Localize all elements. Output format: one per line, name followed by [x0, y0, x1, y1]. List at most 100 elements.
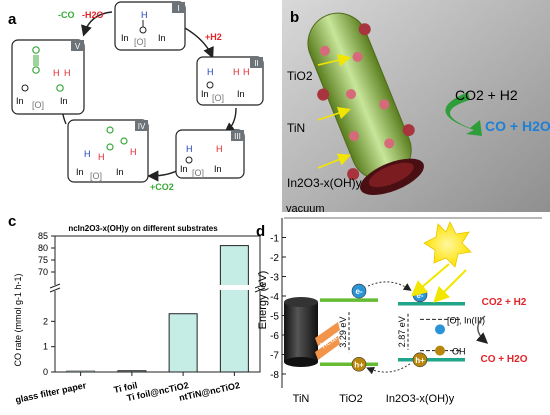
atom-label: In	[60, 96, 68, 106]
atom-label: H	[130, 147, 137, 157]
panel-a: a I H In [O] In II H H H	[8, 1, 264, 192]
trapped-hole	[435, 345, 445, 356]
d-reaction-arrow	[475, 315, 489, 344]
vacuum-label: vacuum	[286, 203, 325, 215]
step-label-4: IV	[138, 122, 146, 131]
electron-transfer-arrow	[367, 281, 412, 291]
atom-label: H	[84, 149, 91, 159]
bar	[168, 313, 198, 373]
reaction-products: CO + H2O	[485, 118, 550, 134]
atom-label: H	[233, 67, 240, 77]
x-tick-label: Ti foil	[113, 380, 138, 395]
atom-vac: [O]	[134, 37, 146, 47]
step-box-1: I H In [O] In	[114, 1, 186, 51]
in2o3-gap-label: 2.87 eV	[397, 316, 407, 347]
atom-label: In	[180, 164, 188, 174]
energy-tick-label: -4	[270, 292, 279, 303]
reagent-plus-h2: +H2	[205, 32, 222, 42]
panel-c: c ncIn2O3-x(OH)y on different substrates…	[8, 213, 266, 405]
atom-label: In	[16, 96, 24, 106]
axis-break-mark	[254, 287, 266, 293]
step-label-5: V	[75, 42, 81, 51]
panel-d: d vacuum Energy (eV) -1 -2 -3 -4 -5 -6 -7 -8 3.2…	[256, 203, 542, 405]
plot-frame	[54, 235, 261, 373]
step-box-2: II H H H In [O] In	[196, 56, 264, 106]
atom-label: [O]	[32, 100, 44, 110]
y-tick-label: 85	[38, 231, 48, 241]
tin-cylinder	[284, 297, 318, 367]
atom-label: H	[98, 152, 105, 162]
bar	[66, 370, 95, 373]
y-axis-label: CO rate (mmol g-1 h-1)	[13, 273, 23, 366]
light-ray-1	[410, 263, 450, 297]
defect-label: [O], In(III)	[447, 315, 485, 325]
atom-label: H	[186, 144, 193, 154]
atom-label: H	[207, 67, 214, 77]
panel-d-letter: d	[256, 223, 265, 240]
step-label-2: II	[254, 59, 258, 68]
energy-axis-label: Energy (eV)	[257, 271, 269, 330]
d-reaction-reactants: CO2 + H2	[482, 297, 527, 308]
atom-label: In	[214, 164, 222, 174]
axis-break-mark	[254, 283, 266, 289]
energy-diagram: -1 -2 -3 -4 -5 -6 -7 -8 3.29 eV 2.87 eV [O], In(II…	[270, 218, 485, 388]
reagent-minus-h2o: -H2O	[82, 10, 104, 20]
tio2-electron-label: e-	[355, 287, 362, 296]
panel-a-letter: a	[8, 11, 17, 28]
label-tio2: TiO2	[287, 69, 313, 83]
x-tick-label: glass filter paper	[15, 380, 88, 405]
atom-label: In	[237, 89, 245, 99]
material-tin: TiN	[293, 393, 310, 405]
atom-label: [O]	[212, 93, 224, 103]
bar-break	[219, 285, 250, 290]
y-tick-label: 0	[43, 367, 48, 377]
y-tick-label: 1	[43, 342, 48, 352]
energy-tick-label: -1	[270, 234, 279, 245]
y-tick-label: 75	[38, 255, 48, 265]
energy-tick-label: -6	[270, 331, 279, 342]
energy-tick-label: -2	[270, 253, 279, 264]
atom-label: In	[76, 167, 84, 177]
hole-transfer-arrow	[366, 363, 411, 375]
y-tick-label: 70	[38, 267, 48, 277]
step-label-1: I	[177, 4, 179, 13]
reaction-arrow	[445, 92, 482, 136]
panel-b-letter: b	[290, 9, 299, 26]
y-tick-label: 2	[43, 316, 48, 326]
sun-icon	[423, 221, 472, 268]
heat-arrows	[315, 322, 340, 360]
tio2-hole-label: h+	[354, 360, 364, 369]
trapped-electron	[435, 324, 445, 335]
atom-label: [O]	[90, 171, 102, 181]
d-reaction-products: CO + H2O	[481, 354, 528, 365]
reagent-minus-co: -CO	[58, 10, 75, 20]
reaction-reactants: CO2 + H2	[455, 87, 518, 103]
step-box-3: III H H In [O] In	[175, 129, 245, 179]
atom-in-2: In	[158, 33, 166, 43]
nanotube	[307, 12, 424, 195]
atom-h: H	[141, 10, 148, 20]
energy-tick-label: -3	[270, 273, 279, 284]
label-in2o3: In2O3-x(OH)y	[287, 176, 362, 190]
label-tin: TiN	[287, 121, 305, 135]
in2o3-hole-label: h+	[415, 356, 425, 365]
tio2-hole	[351, 356, 367, 372]
atom-label: H	[243, 67, 250, 77]
energy-tick-label: -8	[270, 370, 279, 381]
panel-c-letter: c	[8, 213, 16, 230]
axis-break-mark	[49, 287, 61, 293]
y-tick-label: 80	[38, 243, 48, 253]
axis-break-gap	[50, 285, 60, 291]
step-box-4: IV H H H In [O] In	[67, 119, 149, 183]
material-tio2: TiO2	[339, 393, 362, 405]
light-ray-2	[433, 269, 467, 303]
tio2-gap-label: 3.29 eV	[338, 317, 348, 348]
panel-b: b TiO2 TiN In2O3-x(OH)y CO2 + H2 CO + H2…	[282, 0, 550, 212]
reagent-plus-co2: +CO2	[150, 182, 174, 192]
atom-label: [O]	[192, 168, 204, 178]
axis-break-mark	[49, 283, 61, 289]
axis-break-gap	[255, 285, 265, 291]
bar	[117, 370, 147, 373]
